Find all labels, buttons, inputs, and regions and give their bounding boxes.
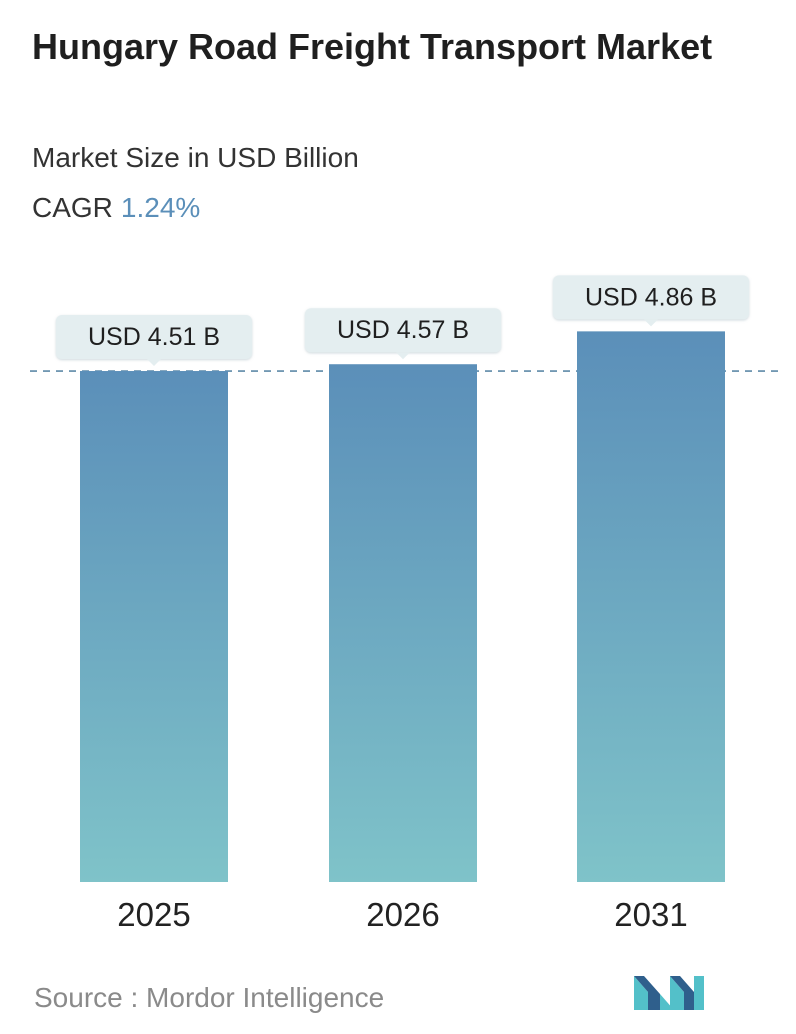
data-label-2031: USD 4.86 B xyxy=(553,275,749,327)
data-label-box xyxy=(56,315,252,360)
data-label-text: USD 4.51 B xyxy=(88,323,220,351)
data-label-box xyxy=(553,275,749,320)
bar-2026 xyxy=(329,364,477,882)
cagr-row: CAGR 1.24% xyxy=(32,188,200,228)
mordor-intelligence-logo-icon xyxy=(634,976,704,1010)
x-tick-label-2026: 2026 xyxy=(366,896,439,933)
data-label-pointer xyxy=(147,359,161,367)
cagr-value: 1.24% xyxy=(120,192,201,223)
bar-2025 xyxy=(80,371,228,882)
x-tick-label-2031: 2031 xyxy=(614,896,687,933)
data-label-pointer xyxy=(644,319,658,327)
data-label-text: USD 4.86 B xyxy=(585,283,717,311)
source-note: Source : Mordor Intelligence xyxy=(34,982,385,1013)
data-label-pointer xyxy=(396,352,410,360)
x-tick-label-2025: 2025 xyxy=(117,896,190,933)
bar-2031 xyxy=(577,331,725,882)
chart-subtitle: Market Size in USD Billion xyxy=(32,142,359,173)
chart-title: Hungary Road Freight Transport Market xyxy=(32,26,713,67)
data-label-2025: USD 4.51 B xyxy=(56,315,252,367)
data-label-box xyxy=(305,308,501,353)
data-label-2026: USD 4.57 B xyxy=(305,308,501,360)
data-label-text: USD 4.57 B xyxy=(337,316,469,344)
cagr-label: CAGR xyxy=(32,192,113,223)
